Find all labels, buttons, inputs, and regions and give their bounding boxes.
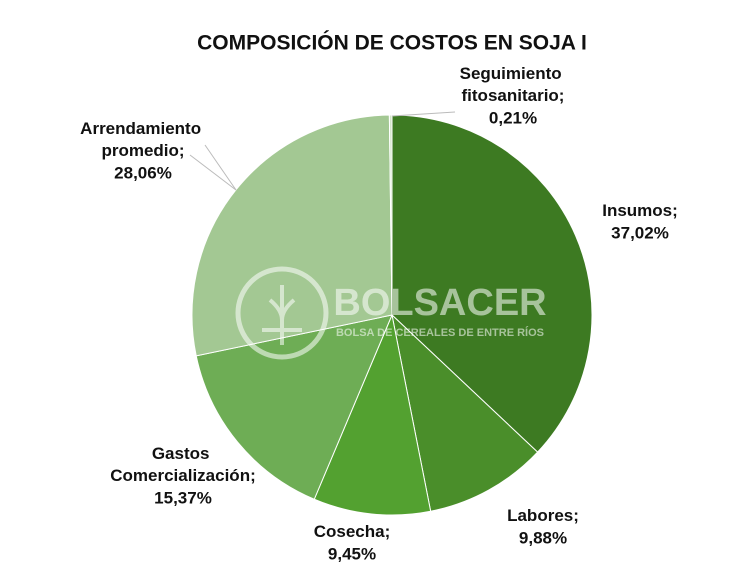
chart-title: COMPOSICIÓN DE COSTOS EN SOJA I	[197, 31, 587, 55]
data-label-category: Labores;	[507, 506, 579, 525]
label-line: Gastos	[152, 444, 214, 463]
label-line: fitosanitario;	[462, 86, 565, 105]
label-line: Labores;	[507, 506, 579, 525]
watermark-logo	[235, 266, 329, 360]
data-label-category: Seguimiento fitosanitario;	[460, 64, 567, 105]
leader-line	[204, 144, 237, 191]
data-label-category: Insumos;	[602, 201, 678, 220]
label-line: Comercialización;	[110, 466, 256, 485]
data-label-value: 28,06%	[114, 163, 172, 182]
data-label-value: 37,02%	[611, 223, 669, 242]
label-line: Arrendamiento	[80, 119, 206, 138]
data-label-category: Arrendamiento promedio;	[80, 119, 206, 160]
leader-line	[391, 111, 456, 117]
pie-slice	[391, 313, 539, 512]
watermark-subtitle: BOLSA DE CEREALES DE ENTRE RÍOS	[336, 326, 544, 339]
data-label-value: 0,21%	[489, 108, 537, 127]
label-line: Seguimiento	[460, 64, 567, 83]
data-label-category: Gastos Comercialización;	[110, 444, 256, 485]
data-label-value: 9,45%	[328, 544, 376, 563]
data-label-value: 9,88%	[519, 528, 567, 547]
data-label-category: Cosecha;	[314, 522, 391, 541]
watermark-name: BOLSACER	[333, 282, 546, 324]
pie-slice	[391, 114, 593, 453]
label-line: Insumos;	[602, 201, 678, 220]
leader-line	[189, 154, 237, 191]
label-line: promedio;	[101, 141, 184, 160]
watermark-icon	[262, 285, 302, 345]
label-line: Cosecha;	[314, 522, 391, 541]
pie-slice	[313, 313, 432, 516]
data-label-value: 15,37%	[154, 488, 212, 507]
pie-slice	[195, 314, 393, 500]
watermark: BOLSACER BOLSA DE CEREALES DE ENTRE RÍOS	[235, 266, 547, 360]
pie-slice	[388, 114, 393, 316]
